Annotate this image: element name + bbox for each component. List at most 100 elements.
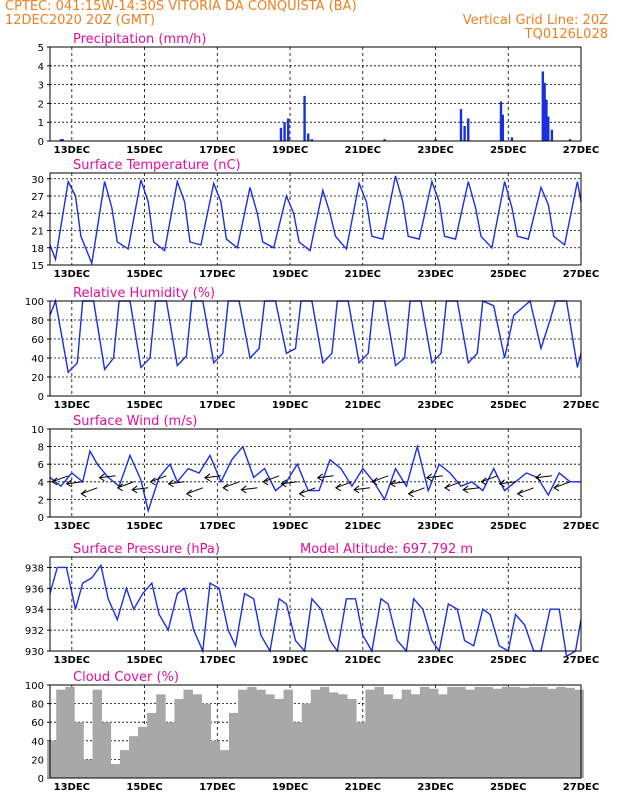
wind-vector [517, 487, 534, 495]
y-tick-label: 60 [31, 335, 44, 346]
wind-vector-head [167, 479, 174, 488]
cloud-bar [201, 703, 212, 778]
x-tick-label: 15DEC [126, 655, 162, 666]
x-tick-label: 19DEC [272, 400, 308, 411]
x-tick-label: 21DEC [345, 521, 381, 532]
wind-vector-head [222, 483, 229, 492]
wind-vector-head [498, 479, 505, 488]
x-tick-label: 23DEC [417, 145, 453, 156]
y-tick-label: 24 [31, 209, 44, 220]
panel-title: Relative Humidity (%) [73, 286, 215, 301]
x-tick-label: 13DEC [54, 655, 90, 666]
x-tick-label: 17DEC [199, 145, 235, 156]
y-tick-label: 2 [38, 99, 44, 110]
cloud-bar [165, 722, 175, 778]
wind-vector [81, 487, 98, 495]
y-tick-label: 4 [38, 62, 44, 73]
x-tick-label: 23DEC [417, 655, 453, 666]
cloud-bar [128, 736, 139, 778]
x-tick-label: 13DEC [54, 782, 90, 793]
cloud-bar [274, 698, 284, 778]
panel-title: Surface Pressure (hPa) [73, 542, 220, 557]
cloud-bar [456, 686, 466, 778]
cloud-bar [56, 689, 66, 778]
wind-vector-head [425, 473, 433, 482]
x-tick-label: 25DEC [490, 145, 526, 156]
y-tick-label: 30 [31, 175, 44, 186]
precip-bar [568, 139, 572, 141]
y-tick-label: 21 [31, 227, 44, 238]
model-altitude-label: Model Altitude: 697.792 m [300, 542, 473, 557]
cloud-bar [419, 686, 430, 778]
y-tick-label: 6 [38, 460, 44, 471]
wind-vector [317, 475, 334, 479]
x-tick-label: 19DEC [272, 782, 308, 793]
x-tick-label: 27DEC [563, 782, 599, 793]
cloud-bar [156, 694, 166, 778]
y-tick-label: 0 [38, 392, 44, 403]
x-tick-label: 21DEC [345, 655, 381, 666]
panel-title: Precipitation (mm/h) [73, 32, 206, 47]
wind-vector [426, 475, 443, 479]
cloud-bar [138, 726, 148, 778]
wind-vector-head [280, 479, 287, 488]
cloud-bar [283, 689, 293, 778]
cloud-bar [319, 686, 330, 778]
y-tick-label: 0 [38, 137, 44, 148]
x-tick-label: 13DEC [54, 145, 90, 156]
cloud-bar [228, 712, 239, 778]
wind-vector [390, 481, 407, 485]
wind-vector [408, 487, 425, 495]
precip-bar [283, 122, 286, 141]
wind-vector-head [516, 489, 524, 498]
wind-vector [372, 475, 389, 483]
wind-vector [99, 475, 116, 479]
cloud-bar [256, 689, 266, 778]
precip-bar [459, 109, 463, 141]
y-tick-label: 0 [38, 513, 44, 524]
x-tick-label: 15DEC [126, 400, 162, 411]
wind-vector-head [334, 483, 342, 492]
x-tick-label: 19DEC [272, 521, 308, 532]
y-tick-label: 80 [31, 700, 44, 711]
x-tick-label: 21DEC [345, 782, 381, 793]
cloud-bar [265, 694, 275, 778]
cloud-bar [501, 686, 512, 778]
y-tick-label: 100 [25, 681, 44, 692]
wind-vector [222, 481, 240, 489]
cloud-bar [110, 764, 121, 778]
x-tick-label: 13DEC [54, 521, 90, 532]
cloud-bar [401, 689, 412, 778]
y-tick-label: 18 [31, 244, 44, 255]
cloud-bar [310, 689, 321, 778]
wind-vector [241, 487, 258, 491]
cloud-bar [101, 722, 112, 778]
y-tick-label: 27 [31, 192, 44, 203]
model-code: TQ0126L028 [524, 27, 608, 42]
y-tick-label: 5 [38, 43, 44, 54]
precip-bar [510, 137, 514, 141]
wind-vector [52, 475, 69, 483]
wind-vector [150, 475, 167, 483]
cloud-bar [365, 689, 375, 778]
cloud-bar [347, 698, 357, 778]
x-tick-label: 17DEC [199, 782, 235, 793]
wind-vector [117, 481, 134, 489]
y-tick-label: 8 [38, 443, 44, 454]
wind-vector-head [553, 483, 560, 492]
wind-vector [262, 475, 280, 483]
wind-vector-head [389, 479, 396, 488]
x-tick-label: 27DEC [563, 655, 599, 666]
x-tick-label: 25DEC [490, 655, 526, 666]
wind-vector [353, 487, 371, 491]
precip-bar [541, 71, 545, 141]
wind-vector-head [262, 477, 269, 486]
wind-vector-head [116, 483, 123, 492]
cloud-bar [547, 688, 557, 778]
cloud-bar [301, 703, 312, 778]
panel-frame [49, 172, 582, 266]
precip-bar [550, 129, 554, 141]
series-line [49, 175, 582, 266]
x-tick-label: 15DEC [126, 521, 162, 532]
precip-bar [499, 101, 503, 141]
